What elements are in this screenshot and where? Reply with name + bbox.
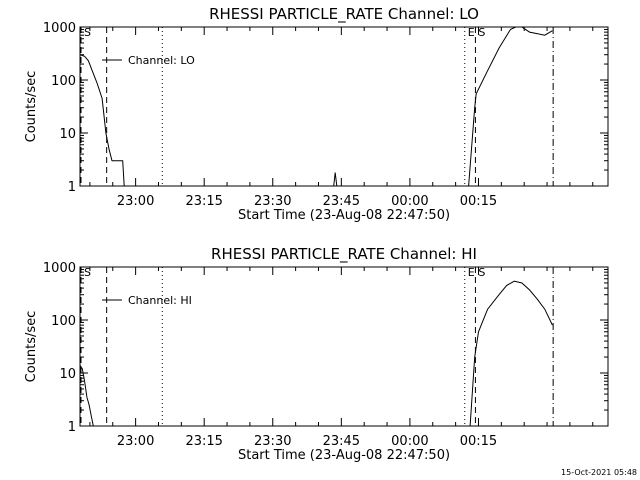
- x-tick-label: 23:15: [185, 194, 222, 209]
- x-tick-label: 00:00: [391, 194, 428, 209]
- legend-label: Channel: LO: [128, 54, 195, 67]
- data-series-line: [468, 27, 553, 186]
- plot-frame: [79, 26, 609, 187]
- y-tick-label: 10: [59, 127, 76, 142]
- lo-channel-panel: RHESSI PARTICLE_RATE Channel: LO 23:00 23:…: [24, 5, 609, 223]
- data-series-line: [469, 280, 553, 426]
- y-axis-label: Counts/sec: [24, 311, 39, 383]
- y-tick-label: 1000: [43, 261, 76, 276]
- marker-label: E: [468, 266, 475, 279]
- data-series-line: [333, 172, 338, 186]
- y-tick-label: 1: [68, 180, 76, 195]
- x-tick-label: 23:15: [185, 434, 222, 449]
- x-axis-label: Start Time (23-Aug-08 22:47:50): [238, 448, 450, 463]
- y-tick-label: 100: [51, 314, 76, 329]
- marker-label: E: [468, 26, 475, 39]
- y-tick-label: 10: [59, 367, 76, 382]
- chart-title: RHESSI PARTICLE_RATE Channel: HI: [211, 245, 477, 264]
- x-tick-label: 23:45: [323, 434, 360, 449]
- y-axis-label: Counts/sec: [24, 71, 39, 143]
- y-tick-label: 1: [68, 420, 76, 435]
- plot-frame: [79, 266, 609, 427]
- x-tick-label: 23:30: [254, 434, 291, 449]
- y-tick-label: 1000: [43, 21, 76, 36]
- timestamp-label: 15-Oct-2021 05:48: [561, 468, 637, 477]
- chart-title: RHESSI PARTICLE_RATE Channel: LO: [209, 5, 479, 24]
- x-tick-label: 00:15: [460, 434, 497, 449]
- x-tick-label: 23:00: [117, 434, 154, 449]
- x-tick-label: 23:45: [323, 194, 360, 209]
- marker-label: S: [84, 26, 91, 39]
- x-axis-label: Start Time (23-Aug-08 22:47:50): [238, 208, 450, 223]
- data-series-line: [80, 54, 125, 186]
- marker-label: S: [478, 266, 485, 279]
- hi-channel-panel: RHESSI PARTICLE_RATE Channel: HI 23:00 23:…: [24, 245, 609, 463]
- x-tick-label: 23:30: [254, 194, 291, 209]
- legend-label: Channel: HI: [128, 294, 192, 307]
- data-series-line: [80, 365, 94, 426]
- marker-label: S: [478, 26, 485, 39]
- x-tick-label: 23:00: [117, 194, 154, 209]
- marker-label: S: [84, 266, 91, 279]
- x-tick-label: 00:00: [391, 434, 428, 449]
- x-tick-label: 00:15: [460, 194, 497, 209]
- y-tick-label: 100: [51, 74, 76, 89]
